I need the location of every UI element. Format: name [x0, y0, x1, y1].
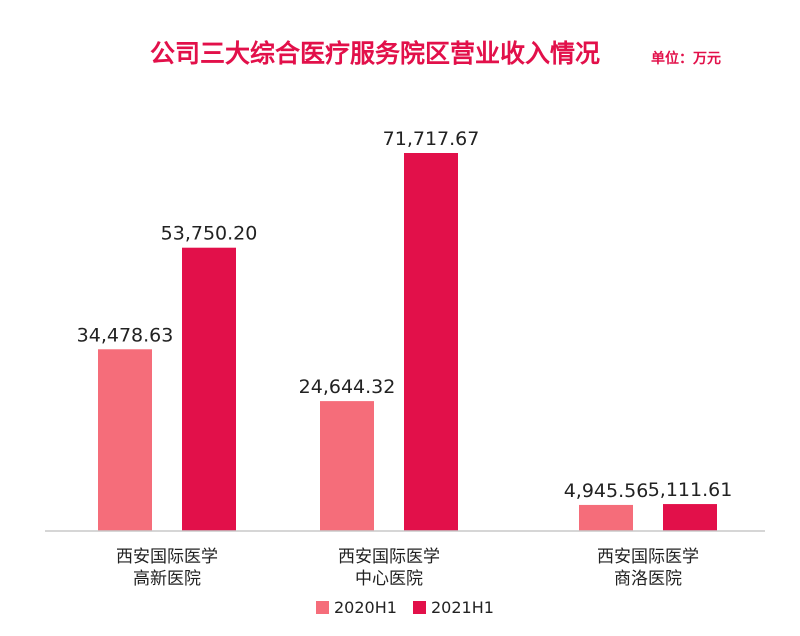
chart-title: 公司三大综合医疗服务院区营业收入情况: [150, 39, 600, 68]
category-label-1-line2: 高新医院: [133, 569, 201, 589]
category-label-2-line2: 中心医院: [355, 569, 423, 589]
bar-2021H1-cat3: [663, 504, 717, 531]
bar-2020H1-cat1: [98, 349, 152, 531]
bar-2020H1-cat2: [320, 401, 374, 531]
legend: 2020H1 2021H1: [316, 598, 494, 617]
bar-2021H1-cat2: [404, 153, 458, 531]
value-label-2021H1-cat2: 71,717.67: [383, 128, 480, 150]
legend-label-2020H1: 2020H1: [334, 598, 397, 617]
legend-swatch-2020H1: [316, 601, 329, 614]
category-label-2-line1: 西安国际医学: [338, 547, 440, 567]
category-label-1-line1: 西安国际医学: [116, 547, 218, 567]
value-label-2021H1-cat1: 53,750.20: [161, 223, 258, 245]
category-label-3-line2: 商洛医院: [614, 569, 682, 589]
bars-layer: [98, 153, 717, 531]
value-label-2020H1-cat3: 4,945.56: [564, 480, 649, 502]
bar-2021H1-cat1: [182, 247, 236, 531]
value-label-2021H1-cat3: 5,111.61: [648, 479, 733, 501]
legend-label-2021H1: 2021H1: [431, 598, 494, 617]
value-label-2020H1-cat2: 24,644.32: [299, 376, 396, 398]
chart-unit: 单位：万元: [651, 50, 721, 67]
labels-layer: 34,478.6353,750.20西安国际医学高新医院24,644.3271,…: [77, 128, 733, 589]
legend-swatch-2021H1: [413, 601, 426, 614]
category-label-3-line1: 西安国际医学: [597, 547, 699, 567]
bar-2020H1-cat3: [579, 504, 633, 531]
value-label-2020H1-cat1: 34,478.63: [77, 324, 174, 346]
